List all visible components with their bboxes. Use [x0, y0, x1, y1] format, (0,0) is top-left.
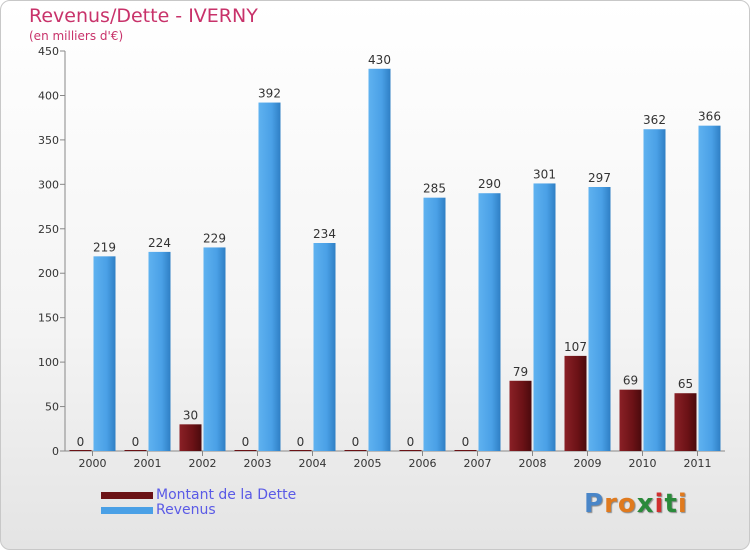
y-tick-label: 150 [38, 312, 59, 325]
debt-value-label: 30 [183, 408, 198, 422]
x-tick-label: 2007 [464, 457, 492, 470]
debt-bar [344, 450, 367, 451]
revenue-bar [533, 183, 556, 451]
y-tick-label: 100 [38, 356, 59, 369]
x-tick-label: 2010 [629, 457, 657, 470]
debt-value-label: 65 [678, 377, 693, 391]
x-tick-label: 2005 [354, 457, 382, 470]
revenue-value-label: 290 [478, 177, 501, 191]
x-tick-label: 2008 [519, 457, 547, 470]
legend-label-debt: Montant de la Dette [156, 487, 297, 503]
y-tick-label: 250 [38, 223, 59, 236]
chart-subtitle: (en milliers d'€) [29, 29, 124, 43]
y-tick-label: 450 [38, 45, 59, 58]
revenue-value-label: 297 [588, 171, 611, 185]
debt-bar [454, 450, 477, 451]
y-tick-label: 350 [38, 134, 59, 147]
debt-bar [124, 450, 147, 451]
x-tick-label: 2002 [189, 457, 217, 470]
debt-value-label: 107 [564, 340, 587, 354]
debt-bar [289, 450, 312, 451]
debt-bar [399, 450, 422, 451]
debt-value-label: 0 [352, 435, 360, 449]
revenue-value-label: 362 [643, 113, 666, 127]
y-tick-label: 400 [38, 89, 59, 102]
y-tick-label: 50 [45, 401, 59, 414]
revenue-bar [368, 68, 391, 452]
legend-swatch-debt [101, 491, 153, 499]
revenue-bar [698, 125, 721, 452]
debt-value-label: 0 [132, 435, 140, 449]
y-tick-label: 200 [38, 267, 59, 280]
chart-title: Revenus/Dette - IVERNY [29, 5, 258, 27]
y-tick-label: 300 [38, 178, 59, 191]
x-tick-label: 2001 [134, 457, 162, 470]
legend-swatch-revenue [101, 506, 153, 514]
debt-bar [179, 424, 202, 451]
debt-value-label: 0 [77, 435, 85, 449]
debt-bar [509, 380, 532, 451]
legend-label-revenue: Revenus [156, 502, 216, 518]
proxiti-logo: Proxiti [584, 489, 688, 519]
revenue-value-label: 392 [258, 87, 281, 101]
revenue-bar [643, 129, 666, 451]
debt-value-label: 79 [513, 365, 528, 379]
legend-item-debt: Montant de la Dette [101, 487, 296, 503]
x-tick-label: 2000 [79, 457, 107, 470]
revenue-bar [478, 193, 501, 451]
legend-item-revenue: Revenus [101, 502, 216, 518]
debt-value-label: 0 [297, 435, 305, 449]
debt-value-label: 0 [407, 435, 415, 449]
debt-bar [234, 450, 257, 451]
x-tick-label: 2004 [299, 457, 327, 470]
revenue-value-label: 285 [423, 182, 446, 196]
x-tick-label: 2011 [684, 457, 712, 470]
revenue-value-label: 224 [148, 236, 171, 250]
revenue-value-label: 219 [93, 240, 116, 254]
revenue-value-label: 234 [313, 227, 336, 241]
x-tick-label: 2003 [244, 457, 272, 470]
revenue-bar [148, 251, 171, 451]
revenue-bar [423, 197, 446, 451]
x-tick-label: 2009 [574, 457, 602, 470]
debt-value-label: 0 [462, 435, 470, 449]
debt-bar [564, 355, 587, 451]
revenue-bar [93, 256, 116, 451]
debt-bar [69, 450, 92, 451]
revenue-value-label: 229 [203, 231, 226, 245]
x-tick-label: 2006 [409, 457, 437, 470]
debt-value-label: 0 [242, 435, 250, 449]
debt-value-label: 69 [623, 374, 638, 388]
revenue-bar [203, 247, 226, 451]
debt-bar [674, 393, 697, 451]
revenue-bar [258, 102, 281, 452]
y-tick-label: 0 [52, 445, 59, 458]
revenue-value-label: 366 [698, 110, 721, 124]
revenue-value-label: 301 [533, 167, 556, 181]
revenue-bar [313, 243, 336, 451]
revenue-bar [588, 187, 611, 451]
debt-bar [619, 389, 642, 451]
revenue-value-label: 430 [368, 53, 391, 67]
